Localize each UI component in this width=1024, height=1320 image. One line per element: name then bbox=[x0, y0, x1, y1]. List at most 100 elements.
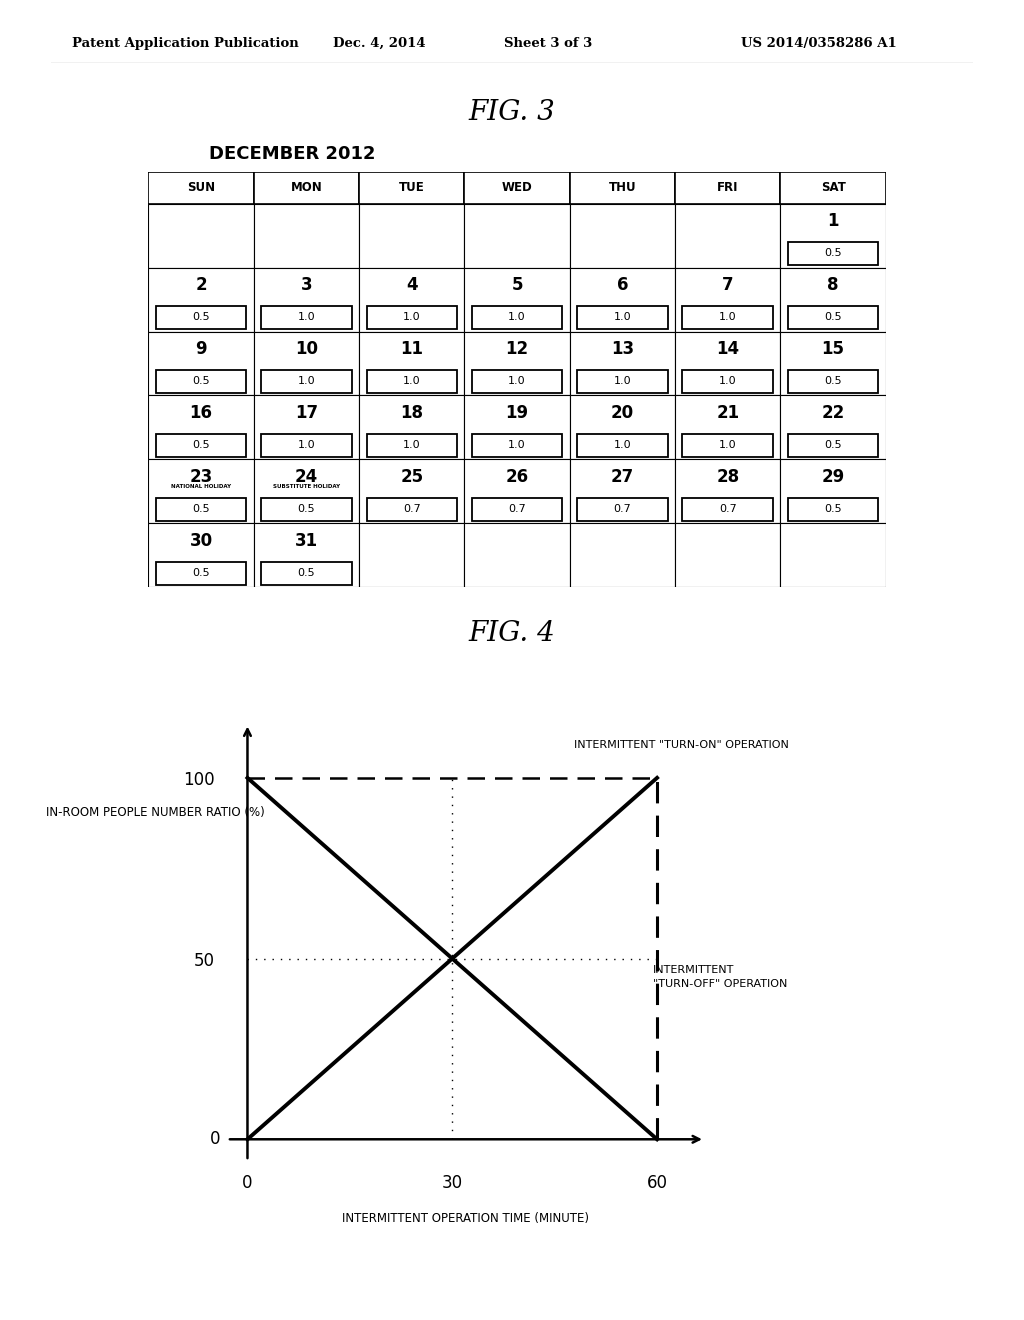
Bar bbox=[465, 396, 569, 459]
Bar bbox=[359, 524, 465, 587]
Bar bbox=[780, 172, 886, 203]
Text: 0.7: 0.7 bbox=[402, 504, 421, 515]
Text: 11: 11 bbox=[400, 341, 423, 359]
Text: 16: 16 bbox=[189, 404, 213, 422]
Bar bbox=[367, 434, 457, 457]
Text: Dec. 4, 2014: Dec. 4, 2014 bbox=[333, 37, 425, 50]
Bar bbox=[569, 331, 675, 396]
Bar bbox=[359, 203, 465, 268]
Text: 13: 13 bbox=[611, 341, 634, 359]
Text: 27: 27 bbox=[611, 469, 634, 486]
Bar bbox=[465, 524, 569, 587]
Text: 0.5: 0.5 bbox=[193, 376, 210, 387]
Text: 1.0: 1.0 bbox=[719, 313, 736, 322]
Text: 1.0: 1.0 bbox=[719, 376, 736, 387]
Text: 1.0: 1.0 bbox=[508, 313, 526, 322]
Bar bbox=[359, 459, 465, 524]
Bar bbox=[254, 331, 359, 396]
Text: 0.7: 0.7 bbox=[508, 504, 526, 515]
Text: 21: 21 bbox=[716, 404, 739, 422]
Text: 1.0: 1.0 bbox=[613, 313, 631, 322]
Text: 1.0: 1.0 bbox=[508, 376, 526, 387]
Bar bbox=[780, 396, 886, 459]
Text: 7: 7 bbox=[722, 276, 733, 294]
Bar bbox=[261, 306, 352, 329]
Bar bbox=[682, 370, 773, 393]
Bar bbox=[578, 306, 668, 329]
Text: 0.5: 0.5 bbox=[193, 441, 210, 450]
Bar bbox=[254, 459, 359, 524]
Text: 1.0: 1.0 bbox=[403, 441, 421, 450]
Bar bbox=[787, 498, 879, 521]
Text: 3: 3 bbox=[301, 276, 312, 294]
Text: INTERMITTENT OPERATION TIME (MINUTE): INTERMITTENT OPERATION TIME (MINUTE) bbox=[342, 1212, 590, 1225]
Text: 5: 5 bbox=[511, 276, 523, 294]
Bar bbox=[261, 561, 352, 585]
Bar bbox=[682, 434, 773, 457]
Bar bbox=[254, 396, 359, 459]
Text: TUE: TUE bbox=[399, 181, 425, 194]
Text: 0.5: 0.5 bbox=[298, 504, 315, 515]
Bar bbox=[472, 498, 562, 521]
Bar bbox=[569, 268, 675, 331]
Text: 0.5: 0.5 bbox=[193, 504, 210, 515]
Bar bbox=[156, 498, 247, 521]
Bar bbox=[780, 203, 886, 268]
Text: 1.0: 1.0 bbox=[298, 313, 315, 322]
Text: 1.0: 1.0 bbox=[298, 376, 315, 387]
Bar bbox=[465, 459, 569, 524]
Text: 30: 30 bbox=[189, 532, 213, 550]
Bar bbox=[569, 524, 675, 587]
Text: 6: 6 bbox=[616, 276, 628, 294]
Bar bbox=[148, 331, 254, 396]
Text: 2: 2 bbox=[196, 276, 207, 294]
Bar bbox=[359, 172, 465, 203]
Text: 20: 20 bbox=[611, 404, 634, 422]
Bar bbox=[578, 370, 668, 393]
Bar bbox=[675, 396, 780, 459]
Text: US 2014/0358286 A1: US 2014/0358286 A1 bbox=[741, 37, 897, 50]
Text: 0.5: 0.5 bbox=[824, 441, 842, 450]
Text: 19: 19 bbox=[506, 404, 528, 422]
Text: 1.0: 1.0 bbox=[403, 313, 421, 322]
Text: 1: 1 bbox=[827, 213, 839, 231]
Bar bbox=[675, 268, 780, 331]
Bar bbox=[465, 203, 569, 268]
Text: 0.5: 0.5 bbox=[824, 248, 842, 259]
Bar bbox=[367, 498, 457, 521]
Bar bbox=[148, 268, 254, 331]
Text: 0.5: 0.5 bbox=[824, 504, 842, 515]
Bar bbox=[787, 370, 879, 393]
Bar bbox=[156, 561, 247, 585]
Bar bbox=[465, 331, 569, 396]
Bar bbox=[148, 396, 254, 459]
Bar bbox=[675, 524, 780, 587]
Text: FRI: FRI bbox=[717, 181, 738, 194]
Bar bbox=[472, 434, 562, 457]
Text: NATIONAL HOLIDAY: NATIONAL HOLIDAY bbox=[171, 484, 231, 488]
Text: FIG. 3: FIG. 3 bbox=[469, 99, 555, 125]
Bar bbox=[254, 268, 359, 331]
Text: MON: MON bbox=[291, 181, 323, 194]
Bar bbox=[465, 268, 569, 331]
Bar bbox=[675, 459, 780, 524]
Text: 0.7: 0.7 bbox=[719, 504, 736, 515]
Text: 31: 31 bbox=[295, 532, 318, 550]
Bar bbox=[261, 370, 352, 393]
Bar bbox=[261, 434, 352, 457]
Text: 0.5: 0.5 bbox=[193, 313, 210, 322]
Text: 0.5: 0.5 bbox=[824, 313, 842, 322]
Bar bbox=[578, 434, 668, 457]
Text: 18: 18 bbox=[400, 404, 423, 422]
Text: 1.0: 1.0 bbox=[613, 441, 631, 450]
Text: THU: THU bbox=[608, 181, 636, 194]
Bar bbox=[578, 498, 668, 521]
Bar bbox=[675, 172, 780, 203]
Text: 1.0: 1.0 bbox=[298, 441, 315, 450]
Bar bbox=[156, 434, 247, 457]
Text: 1.0: 1.0 bbox=[508, 441, 526, 450]
Text: Patent Application Publication: Patent Application Publication bbox=[72, 37, 298, 50]
Text: FIG. 4: FIG. 4 bbox=[469, 620, 555, 647]
Bar bbox=[569, 396, 675, 459]
Bar bbox=[472, 370, 562, 393]
